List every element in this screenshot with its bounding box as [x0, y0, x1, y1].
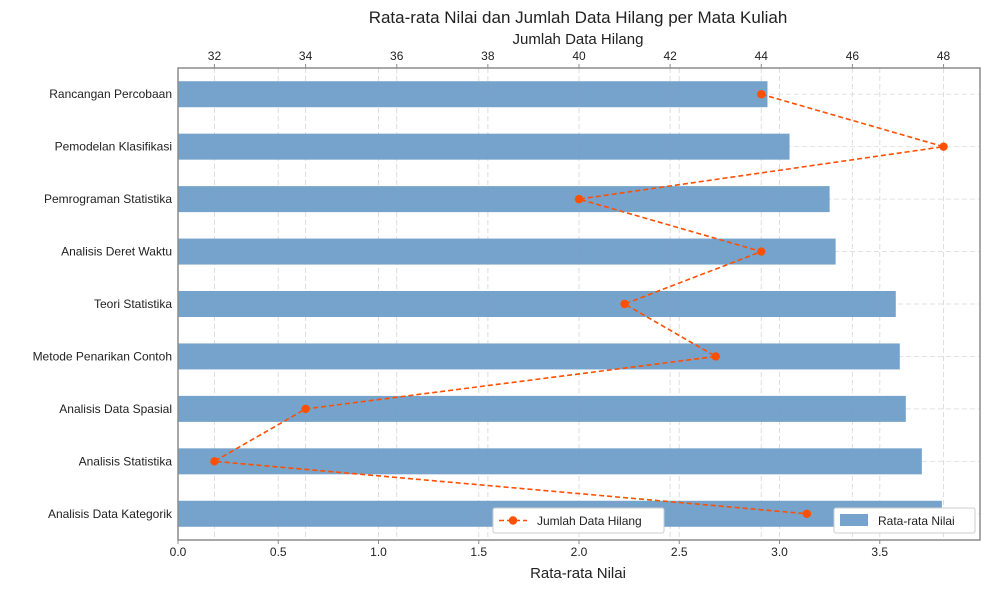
- legend-line-box: [492, 507, 665, 534]
- category-label-0: Rancangan Percobaan: [49, 87, 172, 101]
- bar-5: [178, 343, 900, 370]
- category-label-1: Pemodelan Klasifikasi: [55, 140, 172, 154]
- missing-data-point-5: [711, 352, 720, 361]
- missing-data-point-0: [757, 90, 766, 99]
- bottom-tick-label-6: 3.0: [771, 545, 788, 559]
- top-tick-label-1: 34: [299, 49, 313, 63]
- missing-data-point-1: [939, 142, 948, 151]
- missing-data-point-2: [574, 194, 584, 204]
- legend-bar-label: Rata-rata Nilai: [878, 514, 955, 528]
- top-tick-label-6: 44: [755, 49, 769, 63]
- missing-data-point-8: [802, 509, 812, 518]
- top-tick-label-7: 46: [846, 49, 860, 63]
- legend-bar-swatch: [840, 514, 868, 526]
- missing-data-line: [211, 93, 944, 515]
- bars-layer: [178, 81, 942, 527]
- bottom-tick-label-5: 2.5: [671, 545, 688, 559]
- bar-4: [178, 291, 896, 317]
- bar-6: [178, 395, 906, 422]
- category-label-4: Teori Statistika: [94, 297, 172, 311]
- legend-bar-box: [833, 507, 976, 534]
- missing-data-point-3: [757, 247, 766, 256]
- category-label-5: Metode Penarikan Contoh: [33, 349, 172, 363]
- top-tick-label-2: 36: [390, 49, 404, 63]
- bar-3: [178, 238, 836, 265]
- missing-data-point-7: [210, 457, 219, 466]
- missing-data-point-4: [620, 299, 629, 309]
- bottom-tick-label-1: 0.5: [270, 545, 287, 559]
- legend-line: Jumlah Data Hilang: [492, 507, 665, 534]
- bar-7: [178, 448, 922, 475]
- bottom-tick-label-2: 1.0: [370, 545, 387, 559]
- category-label-2: Pemrograman Statistika: [44, 192, 172, 206]
- bottom-tick-label-7: 3.5: [871, 545, 888, 559]
- legend-line-marker: [508, 516, 518, 525]
- category-label-6: Analisis Data Spasial: [59, 402, 172, 416]
- legend-line-label: Jumlah Data Hilang: [537, 514, 642, 528]
- chart-title: Rata-rata Nilai dan Jumlah Data Hilang p…: [369, 8, 788, 27]
- category-label-8: Analisis Data Kategorik: [48, 507, 173, 521]
- bottom-tick-label-4: 2.0: [571, 545, 588, 559]
- missing-data-point-6: [301, 404, 310, 414]
- bar-1: [178, 133, 790, 160]
- category-label-7: Analisis Statistika: [79, 454, 173, 468]
- bar-0: [178, 81, 768, 108]
- top-tick-label-5: 42: [663, 49, 677, 63]
- top-tick-label-4: 40: [572, 49, 586, 63]
- bottom-tick-label-3: 1.5: [470, 545, 487, 559]
- top-tick-label-8: 48: [937, 49, 951, 63]
- top-tick-label-3: 38: [481, 49, 495, 63]
- line-layer: [210, 90, 948, 518]
- bottom-axis-label: Rata-rata Nilai: [530, 565, 626, 582]
- top-tick-label-0: 32: [208, 49, 222, 63]
- category-label-3: Analisis Deret Waktu: [61, 245, 172, 259]
- legend-bar: Rata-rata Nilai: [833, 507, 976, 534]
- top-axis-label: Jumlah Data Hilang: [513, 31, 644, 48]
- bar-2: [178, 186, 830, 213]
- bottom-tick-label-0: 0.0: [170, 545, 187, 559]
- axes-layer: Rancangan Percobaan Pemodelan Klasifikasi…: [33, 49, 951, 559]
